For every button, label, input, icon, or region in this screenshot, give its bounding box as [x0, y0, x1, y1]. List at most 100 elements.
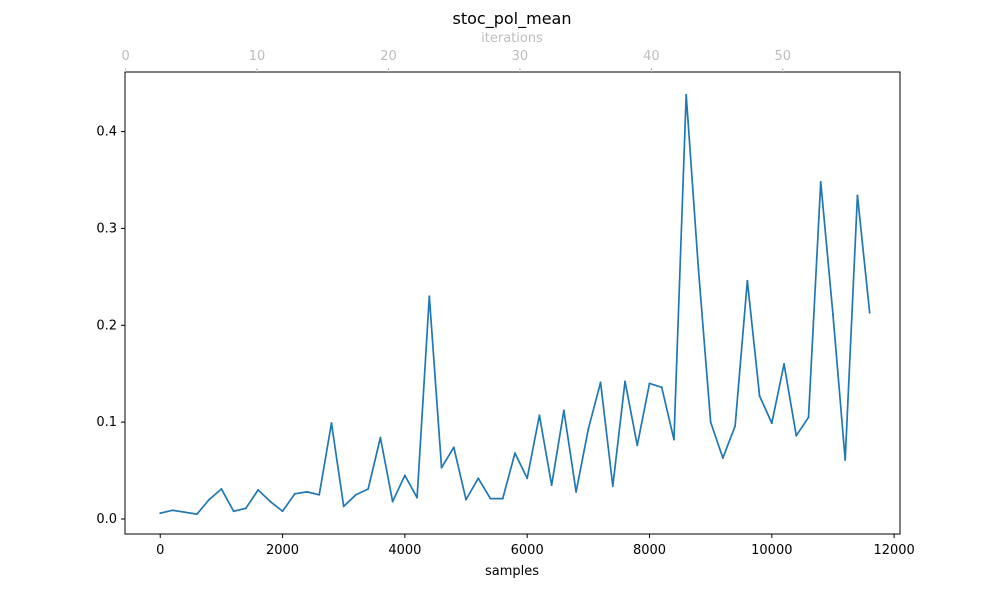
series-segment: [648, 382, 663, 389]
series-segment: [819, 181, 834, 316]
data-point: [673, 438, 675, 441]
top-axis-label: iterations: [481, 31, 543, 46]
series-segment: [758, 395, 773, 424]
series-segment: [244, 489, 259, 510]
x-tick-label: 4000: [388, 543, 421, 558]
data-point: [709, 421, 712, 424]
chart-title: stoc_pol_mean: [453, 9, 572, 29]
series-segment: [550, 409, 565, 486]
x-axis-label: samples: [485, 564, 539, 579]
data-point: [538, 414, 541, 417]
series-segment: [599, 381, 614, 487]
series-segment: [611, 380, 626, 487]
series-segment: [624, 380, 639, 447]
data-point: [575, 490, 578, 493]
data-point: [648, 382, 651, 385]
series-segment: [636, 382, 651, 447]
series-segment: [171, 509, 186, 514]
series-segment: [269, 500, 284, 513]
data-point: [795, 434, 798, 437]
x-tick-label: 0: [156, 543, 164, 558]
series-segment: [159, 509, 174, 515]
data-point: [465, 498, 467, 501]
data-point: [293, 492, 296, 495]
series-segment: [342, 493, 357, 508]
series-segment: [257, 489, 272, 503]
x-tick-label: 6000: [511, 543, 544, 558]
y-tick-label: 0.0: [96, 512, 117, 527]
series-segment: [746, 279, 761, 397]
x-tick-label: 2000: [266, 543, 299, 558]
data-point: [819, 181, 822, 183]
data-point: [734, 425, 737, 427]
data-point: [416, 496, 418, 499]
series-segment: [306, 491, 321, 496]
data-point: [501, 497, 504, 500]
data-point: [856, 194, 859, 197]
data-point: [244, 507, 247, 510]
series-segment: [575, 428, 590, 493]
x-tick-label: 8000: [633, 543, 666, 558]
top-x-tick-label: 30: [512, 49, 529, 64]
data-point: [318, 493, 321, 496]
data-point: [697, 268, 700, 271]
data-point: [452, 446, 455, 449]
data-point: [770, 422, 773, 425]
data-point: [220, 488, 223, 490]
data-point: [587, 428, 590, 430]
series-segment: [563, 409, 577, 493]
plot-layer: 0 2000 4000 6000 8000 10000 12000 0.0 0.1 0.2 0.3 0…: [96, 49, 914, 558]
series-segment: [183, 511, 198, 515]
data-point: [550, 484, 553, 486]
data-point: [330, 422, 333, 425]
data-point: [232, 510, 235, 513]
data-point: [257, 489, 259, 491]
data-point: [562, 409, 565, 412]
series-segment: [379, 436, 394, 503]
series-segment: [293, 491, 308, 495]
series-segment: [501, 452, 516, 500]
series-segment: [391, 474, 406, 503]
series-segment: [416, 295, 431, 499]
data-point: [489, 497, 492, 500]
series-segment: [428, 295, 443, 469]
series-segment: [722, 425, 736, 459]
data-point: [440, 466, 443, 469]
series-segment: [404, 474, 418, 499]
y-tick-label: 0.2: [96, 318, 117, 333]
data-point: [599, 381, 602, 384]
data-point: [428, 295, 431, 298]
series-segment: [685, 93, 700, 270]
series-segment: [440, 446, 455, 469]
data-point: [183, 511, 186, 514]
series-segment: [477, 477, 492, 500]
data-point: [391, 500, 394, 503]
series-segment: [465, 477, 480, 501]
data-point: [269, 500, 272, 503]
series-segment: [514, 452, 529, 480]
series-segment: [538, 414, 553, 486]
data-point: [868, 311, 871, 314]
data-point: [367, 488, 370, 490]
series-segment: [232, 507, 247, 513]
data-point: [636, 444, 639, 447]
data-point: [208, 498, 211, 501]
data-point: [306, 490, 308, 493]
series-segment: [832, 313, 847, 461]
data-point: [685, 93, 688, 96]
data-point: [844, 459, 847, 461]
data-point: [171, 509, 174, 512]
data-point: [196, 513, 198, 516]
series-segment: [856, 194, 871, 314]
top-x-tick-label: 20: [380, 49, 397, 64]
data-point: [746, 279, 749, 282]
series-segment: [587, 381, 602, 430]
data-point: [721, 457, 724, 459]
data-point: [660, 386, 663, 389]
x-tick-label: 12000: [873, 543, 914, 558]
data-point: [783, 363, 785, 365]
series-segment: [783, 363, 798, 437]
series-segment: [709, 421, 724, 459]
series-segment: [807, 181, 822, 419]
